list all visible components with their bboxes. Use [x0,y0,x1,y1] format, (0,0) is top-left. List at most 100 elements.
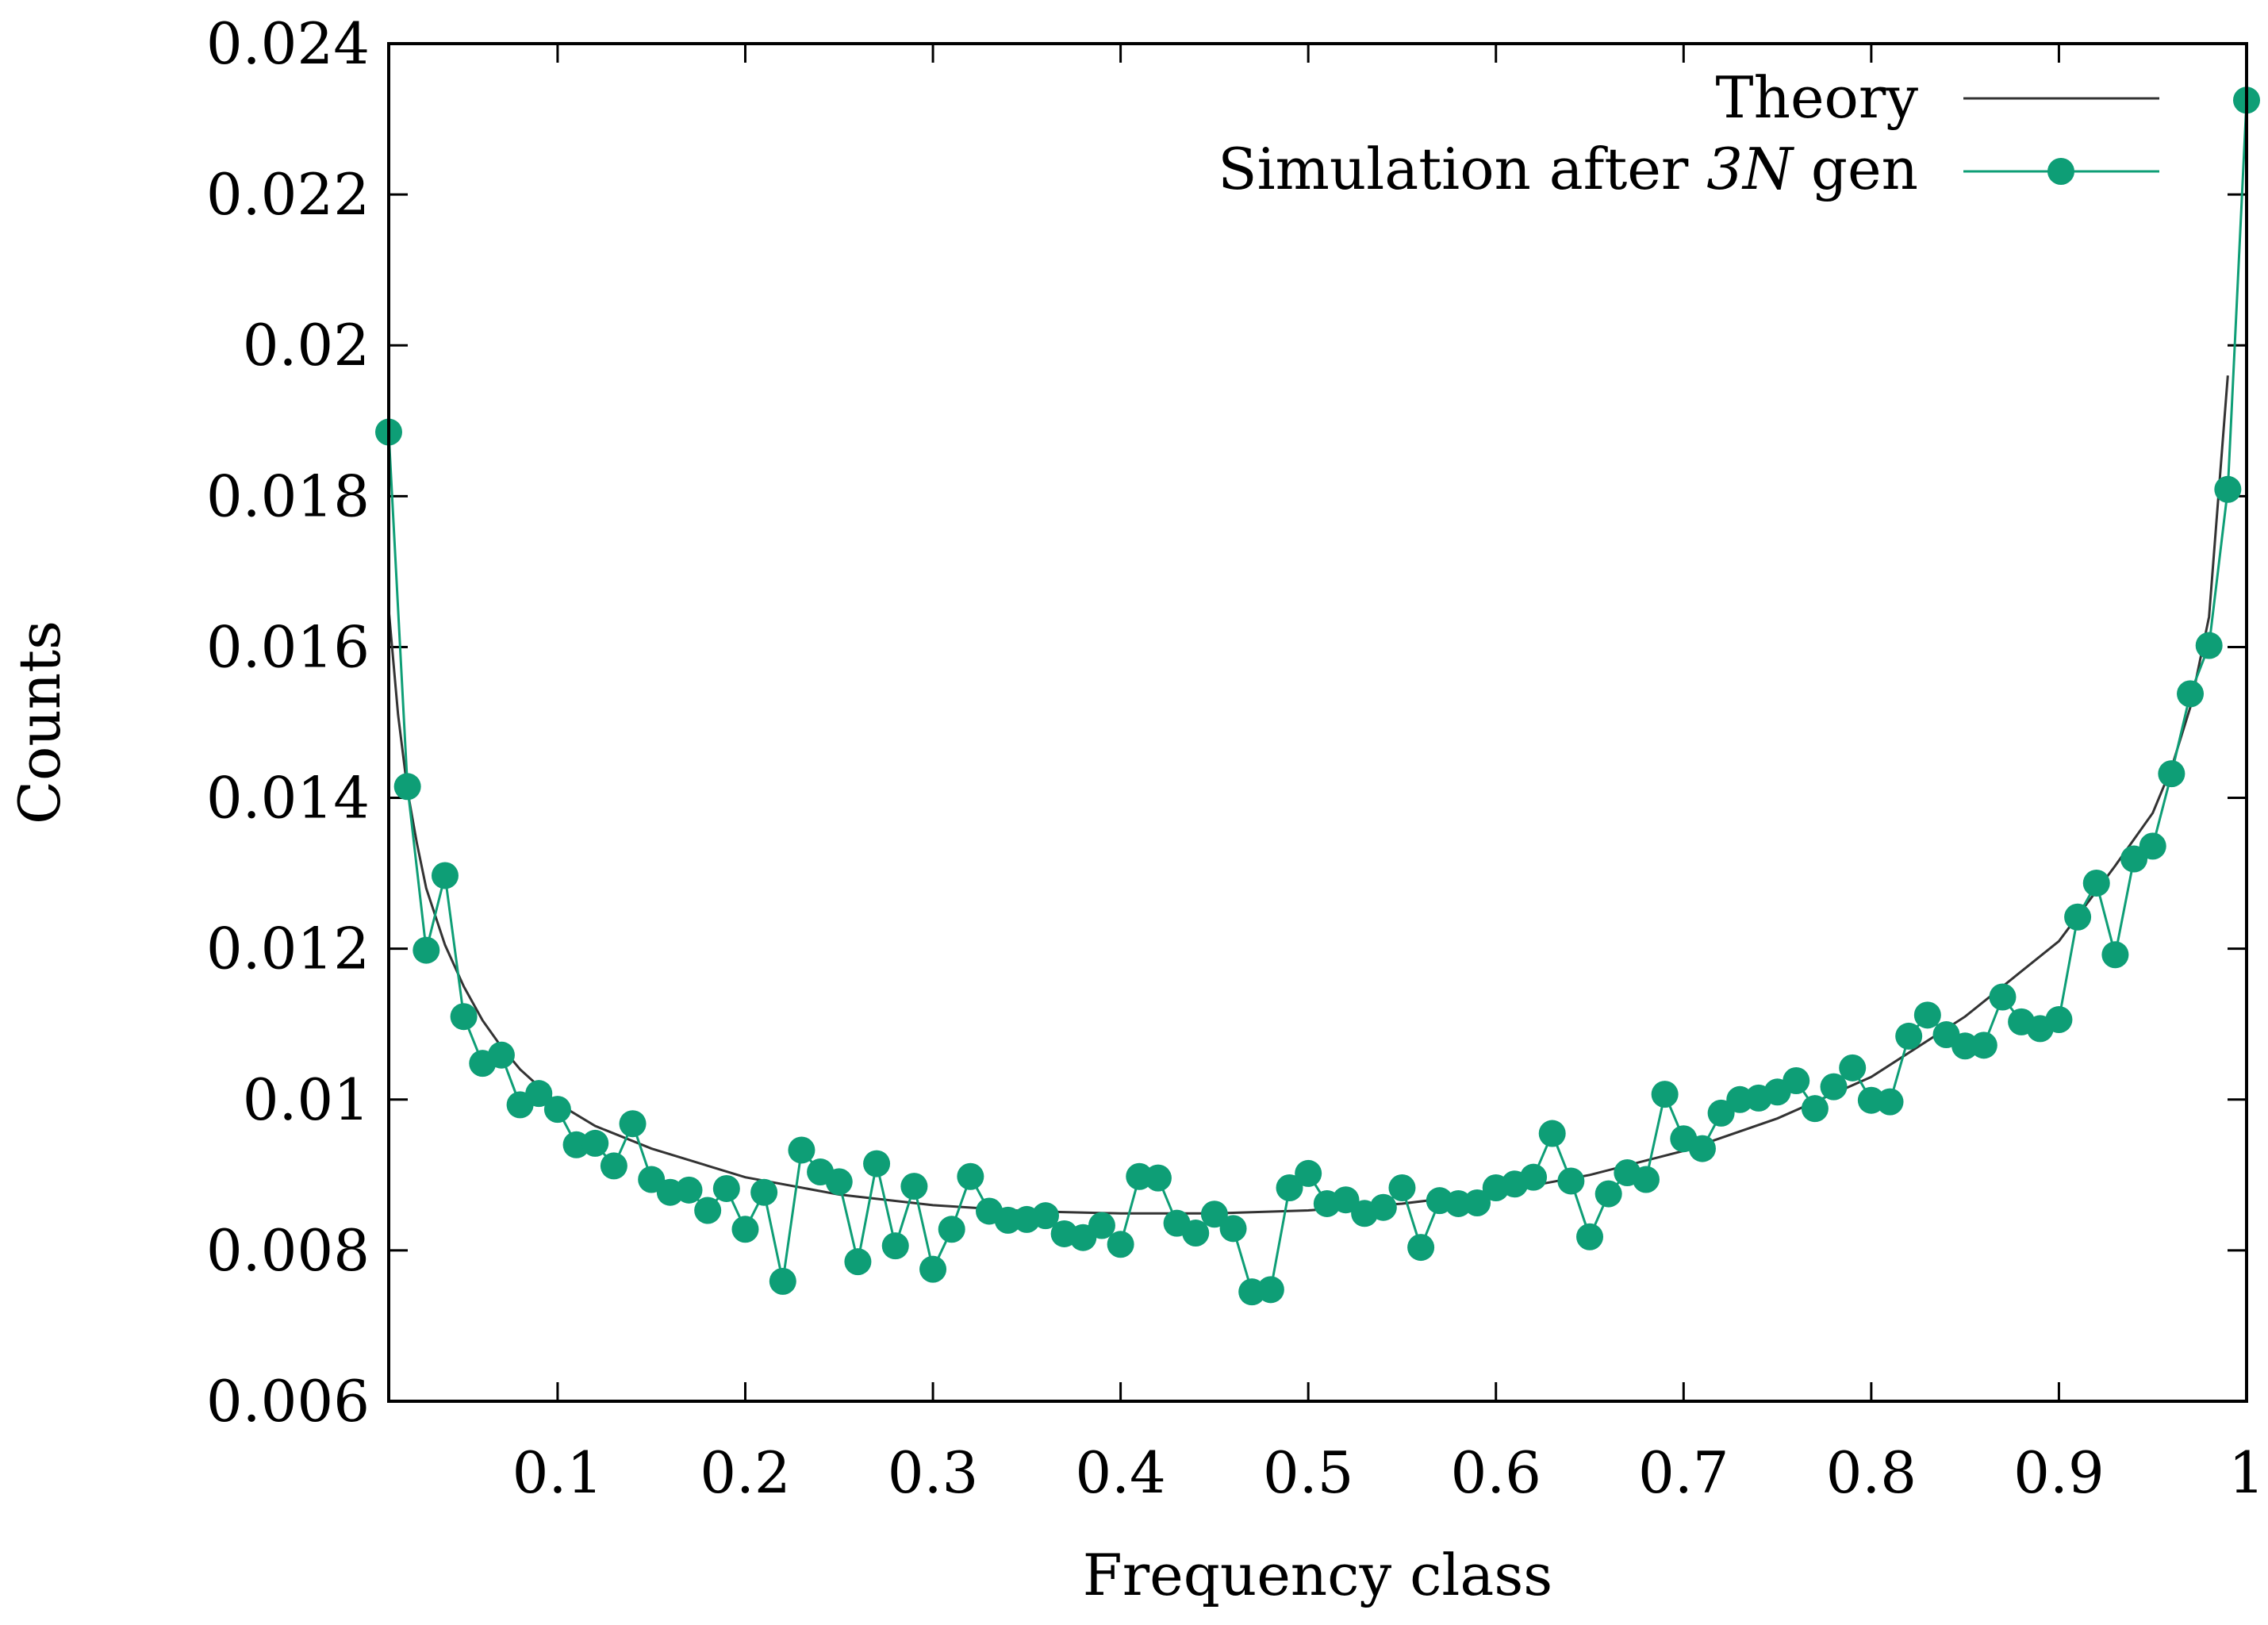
y-tick-label: 0.008 [206,1217,370,1284]
simulation-point [1219,1215,1247,1243]
simulation-point [1557,1167,1585,1195]
simulation-point [1707,1099,1735,1127]
simulation-point [1276,1174,1303,1201]
x-tick-label: 1 [2228,1439,2265,1506]
legend: Theory Simulation after 3N gen [1218,64,2159,202]
x-tick-label: 0.1 [512,1439,604,1506]
simulation-point [619,1110,647,1138]
legend-label-simulation-text: Simulation after [1218,136,1706,202]
simulation-point [1369,1193,1397,1221]
simulation-point [1688,1135,1716,1162]
simulation-point [1576,1223,1604,1250]
plot-area [375,86,2260,1306]
x-axis-ticks: 0.1 0.2 0.3 0.4 0.5 0.6 0.7 0.8 0.9 1 [512,44,2265,1506]
x-tick-label: 0.7 [1638,1439,1729,1506]
x-tick-label: 0.3 [888,1439,979,1506]
simulation-point [2045,1006,2073,1034]
x-tick-label: 0.5 [1263,1439,1354,1506]
simulation-point [431,862,459,889]
simulation-point [1182,1220,1210,1247]
simulation-point [1651,1081,1679,1108]
y-tick-label: 0.024 [206,10,370,77]
simulation-point [769,1267,796,1295]
simulation-point [450,1003,478,1031]
y-tick-label: 0.012 [206,916,370,982]
simulation-point [1088,1212,1115,1239]
simulation-point [938,1216,965,1243]
y-tick-label: 0.016 [206,613,370,680]
simulation-point [1989,983,2017,1011]
legend-label-simulation-math: 3N [1706,136,1795,202]
simulation-point [1895,1022,1923,1050]
simulation-point [1876,1088,1904,1116]
simulation-point [863,1150,891,1177]
simulation-point [675,1176,703,1204]
simulation-point [1839,1054,1867,1081]
simulation-point [1632,1166,1660,1193]
y-tick-label: 0.01 [243,1066,370,1133]
simulation-line [387,100,2248,1293]
simulation-point [393,773,421,801]
simulation-point [750,1178,778,1206]
simulation-point [2064,903,2092,931]
simulation-point [1595,1180,1622,1208]
simulation-point [413,936,440,964]
x-tick-label: 0.9 [2013,1439,2105,1506]
simulation-point [1913,1001,1941,1029]
simulation-point [1783,1067,1810,1095]
x-tick-label: 0.2 [700,1439,791,1506]
simulation-point [1144,1164,1172,1192]
simulation-point [2158,760,2185,788]
simulation-point [2139,832,2166,860]
legend-label-simulation: Simulation after 3N gen [1218,136,1918,202]
simulation-point [581,1129,609,1157]
simulation-point [881,1232,909,1260]
simulation-point [1464,1189,1491,1217]
y-axis-title: Counts [6,620,73,824]
simulation-point [900,1173,928,1201]
x-tick-label: 0.8 [1826,1439,1917,1506]
simulation-point [1332,1186,1360,1214]
simulation-point [2195,632,2223,659]
simulation-point [788,1136,815,1164]
y-tick-label: 0.022 [206,161,370,228]
simulation-point [2177,680,2205,708]
simulation-point [543,1096,571,1124]
simulation-point [2082,869,2110,897]
y-axis-ticks: 0.006 0.008 0.01 0.012 0.014 0.016 0.018 0.02 0.… [206,10,2247,1435]
simulation-point [1295,1159,1322,1187]
simulation-point [694,1197,722,1224]
simulation-point [1107,1231,1134,1258]
simulation-point [731,1216,759,1243]
legend-label-theory: Theory [1716,64,1919,131]
simulation-point [1801,1095,1829,1123]
simulation-point [1031,1202,1059,1230]
y-tick-label: 0.014 [206,765,370,832]
legend-label-simulation-suffix: gen [1793,136,1918,202]
x-tick-label: 0.6 [1450,1439,1541,1506]
simulation-point [1820,1073,1848,1101]
simulation-point [1388,1174,1416,1201]
simulation-point [1257,1276,1284,1304]
theory-line [387,375,2229,1215]
simulation-point [487,1041,515,1069]
y-tick-label: 0.006 [206,1368,370,1435]
simulation-point [1970,1031,1997,1059]
simulation-point [1538,1120,1566,1147]
simulation-point [2214,475,2242,503]
x-axis-title: Frequency class [1083,1542,1553,1608]
simulation-point [1520,1163,1548,1191]
simulation-point [919,1255,947,1283]
simulation-point [712,1174,740,1202]
simulation-point [1407,1234,1435,1262]
simulation-point [1200,1201,1228,1228]
plot-frame [387,42,2248,1403]
x-tick-label: 0.4 [1075,1439,1166,1506]
simulation-point [600,1152,627,1180]
y-tick-label: 0.018 [206,463,370,529]
simulation-point [957,1162,984,1190]
simulation-point [525,1080,553,1108]
y-tick-label: 0.02 [243,312,370,378]
